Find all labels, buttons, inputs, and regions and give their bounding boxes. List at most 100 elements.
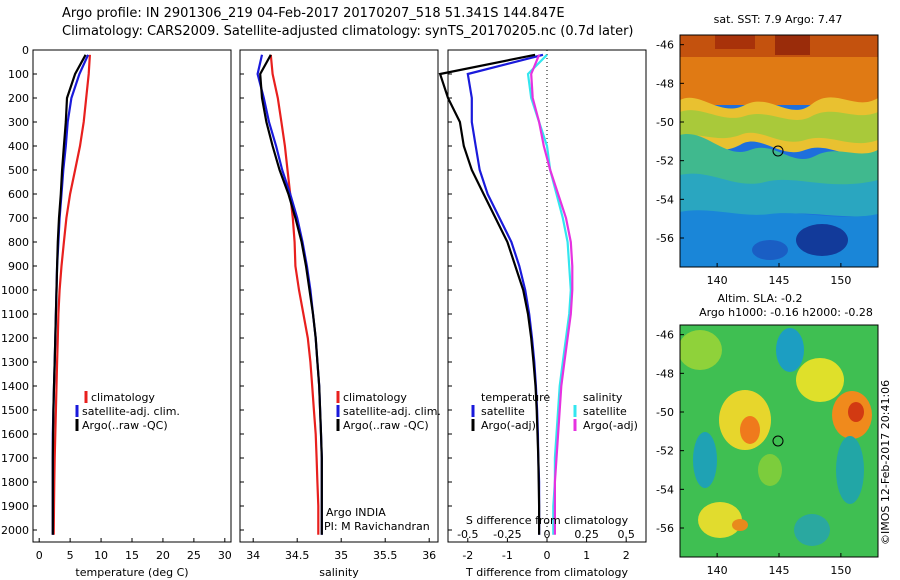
depth-tick-label: 200 bbox=[8, 92, 29, 105]
s-tick-label: 0.25 bbox=[574, 528, 599, 541]
depth-tick-label: 1500 bbox=[1, 404, 29, 417]
depth-tick-label: 1700 bbox=[1, 452, 29, 465]
x-tick-label: 35 bbox=[334, 549, 348, 562]
temperature-profiles: 0 5 10 15 20 25 30 bbox=[36, 54, 232, 562]
lat-tick-label: -56 bbox=[656, 232, 674, 245]
depth-tick-label: 100 bbox=[8, 68, 29, 81]
x-tick-label: 36 bbox=[422, 549, 436, 562]
series-line-climatology bbox=[269, 54, 320, 535]
x-tick-label: 15 bbox=[125, 549, 139, 562]
lat-tick-label: -54 bbox=[656, 193, 674, 206]
lon-tick-label: 145 bbox=[769, 274, 790, 287]
lon-tick-label: 140 bbox=[707, 274, 728, 287]
depth-tick-label: 400 bbox=[8, 140, 29, 153]
sst-map-axes: -46 -48 -50 -52 -54 -56 140 145 150 bbox=[656, 39, 851, 287]
sst-map-image bbox=[680, 35, 878, 267]
lat-tick-label: -56 bbox=[656, 522, 674, 535]
depth-tick-label: 1200 bbox=[1, 332, 29, 345]
credit-text: ©IMOS 12-Feb-2017 20:41:06 bbox=[879, 380, 892, 545]
series-line-salinity-satellite bbox=[526, 54, 572, 535]
salinity-legend: climatology satellite-adj. clim. Argo(..… bbox=[324, 391, 441, 533]
series-line-salinity-argo-adj- bbox=[530, 54, 574, 535]
lat-tick-label: -52 bbox=[656, 155, 674, 168]
x-tick-label: 2 bbox=[623, 549, 630, 562]
depth-tick-label: 700 bbox=[8, 212, 29, 225]
legend-label-argo: Argo(..raw -QC) bbox=[343, 419, 429, 432]
difference-legend: temperature salinity satellite Argo(-adj… bbox=[471, 391, 638, 432]
salinity-profiles: 34 34.5 35 35.5 36 bbox=[246, 54, 436, 562]
x-tick-label: 1 bbox=[583, 549, 590, 562]
lat-tick-label: -48 bbox=[656, 367, 674, 380]
s-tick-label: -0.5 bbox=[457, 528, 478, 541]
salinity-xlabel: salinity bbox=[319, 566, 359, 579]
depth-tick-label: 1800 bbox=[1, 476, 29, 489]
legend-label-satellite: satellite-adj. clim. bbox=[82, 405, 180, 418]
temperature-xlabel: temperature (deg C) bbox=[75, 566, 188, 579]
x-tick-label: 35.5 bbox=[373, 549, 398, 562]
x-tick-label: 30 bbox=[218, 549, 232, 562]
depth-tick-label: 1400 bbox=[1, 380, 29, 393]
sla-map-title-2: Argo h1000: -0.16 h2000: -0.28 bbox=[699, 306, 873, 319]
x-tick-label: 20 bbox=[156, 549, 170, 562]
depth-tick-label: 0 bbox=[22, 44, 29, 57]
pi-note: PI: M Ravichandran bbox=[324, 520, 430, 533]
depth-tick-label: 1100 bbox=[1, 308, 29, 321]
sla-argo-marker bbox=[772, 435, 784, 447]
legend-title-salinity: salinity bbox=[583, 391, 623, 404]
lat-tick-label: -50 bbox=[656, 406, 674, 419]
salinity-panel-frame bbox=[239, 49, 439, 543]
lat-tick-label: -48 bbox=[656, 77, 674, 90]
depth-tick-label: 500 bbox=[8, 164, 29, 177]
difference-panel-frame bbox=[447, 49, 647, 543]
sst-argo-marker bbox=[772, 145, 784, 157]
depth-tick-label: 800 bbox=[8, 236, 29, 249]
legend-label-climatology: climatology bbox=[343, 391, 407, 404]
sst-map-title: sat. SST: 7.9 Argo: 7.47 bbox=[714, 13, 843, 26]
difference-xlabel: T difference from climatology bbox=[465, 566, 628, 579]
series-line-temperature-argo-adj- bbox=[438, 53, 541, 535]
lon-tick-label: 150 bbox=[830, 564, 851, 577]
series-line-argo-raw-qc- bbox=[259, 54, 323, 535]
lat-tick-label: -52 bbox=[656, 445, 674, 458]
temperature-panel-frame bbox=[32, 49, 232, 543]
x-tick-label: 10 bbox=[94, 549, 108, 562]
legend-label-s-argo: Argo(-adj) bbox=[583, 419, 638, 432]
lat-tick-label: -46 bbox=[656, 39, 674, 52]
lon-tick-label: 145 bbox=[769, 564, 790, 577]
lon-tick-label: 150 bbox=[830, 274, 851, 287]
depth-tick-label: 300 bbox=[8, 116, 29, 129]
depth-tick-label: 1300 bbox=[1, 356, 29, 369]
depth-tick-label: 1900 bbox=[1, 500, 29, 513]
legend-title-temperature: temperature bbox=[481, 391, 550, 404]
x-tick-label: 5 bbox=[67, 549, 74, 562]
x-tick-label: 34 bbox=[246, 549, 260, 562]
series-line-argo-raw-qc- bbox=[51, 54, 87, 535]
depth-tick-label: 2000 bbox=[1, 524, 29, 537]
sla-map-axes: -46 -48 -50 -52 -54 -56 140 145 150 bbox=[656, 329, 851, 577]
x-tick-label: 0 bbox=[36, 549, 43, 562]
figure-title-line2: Climatology: CARS2009. Satellite-adjuste… bbox=[62, 24, 634, 39]
lon-tick-label: 140 bbox=[707, 564, 728, 577]
temperature-legend: climatology satellite-adj. clim. Argo(..… bbox=[75, 391, 180, 432]
legend-label-t-argo: Argo(-adj) bbox=[481, 419, 536, 432]
depth-tick-label: 1600 bbox=[1, 428, 29, 441]
figure-title-line1: Argo profile: IN 2901306_219 04-Feb-2017… bbox=[62, 6, 565, 21]
x-tick-label: -2 bbox=[462, 549, 473, 562]
x-tick-label: 34.5 bbox=[285, 549, 310, 562]
s-tick-label: 0.5 bbox=[617, 528, 635, 541]
lat-tick-label: -50 bbox=[656, 116, 674, 129]
x-tick-label: 0 bbox=[544, 549, 551, 562]
sla-map-image bbox=[680, 325, 878, 557]
legend-label-s-satellite: satellite bbox=[583, 405, 627, 418]
sla-map-title-1: Altim. SLA: -0.2 bbox=[717, 292, 802, 305]
lat-tick-label: -54 bbox=[656, 483, 674, 496]
depth-tick-label: 600 bbox=[8, 188, 29, 201]
depth-tick-label: 1000 bbox=[1, 284, 29, 297]
x-tick-label: 25 bbox=[187, 549, 201, 562]
legend-label-satellite: satellite-adj. clim. bbox=[343, 405, 441, 418]
legend-label-argo: Argo(..raw -QC) bbox=[82, 419, 168, 432]
x-tick-label: -1 bbox=[502, 549, 513, 562]
argo-program-note: Argo INDIA bbox=[326, 506, 386, 519]
